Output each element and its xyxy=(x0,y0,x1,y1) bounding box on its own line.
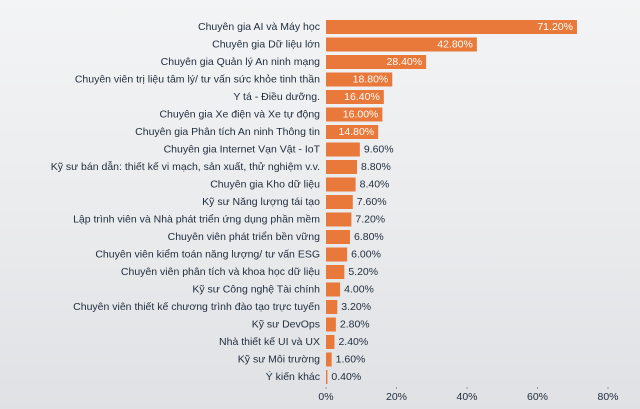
y-tick-label: Nhà thiết kế UI và UX xyxy=(219,336,320,348)
value-label: 3.20% xyxy=(341,301,371,313)
y-tick-label: Ý kiến khác xyxy=(266,370,320,383)
y-tick-label: Kỹ sư DevOps xyxy=(252,318,320,330)
bar xyxy=(326,247,348,262)
y-tick-label: Chuyên viên thiết kế chương trình đào tạ… xyxy=(73,301,320,313)
value-label: 2.80% xyxy=(340,318,370,330)
value-label: 2.40% xyxy=(338,336,368,348)
bar xyxy=(326,55,427,69)
x-tick-label: 20% xyxy=(386,391,407,403)
bar xyxy=(326,352,332,367)
y-tick-label: Chuyên viên kiểm toán năng lượng/ tư vấn… xyxy=(95,248,320,260)
x-tick-label: 60% xyxy=(527,391,548,403)
bar xyxy=(326,370,328,384)
value-label: 16.00% xyxy=(343,108,379,120)
bar xyxy=(326,212,352,227)
y-tick-label: Kỹ sư bán dẫn: thiết kế vi mạch, sản xuấ… xyxy=(51,160,320,173)
value-label: 71.20% xyxy=(537,21,573,33)
value-label: 4.00% xyxy=(344,283,374,295)
value-label: 0.40% xyxy=(331,371,361,383)
y-tick-label: Chuyên gia Dữ liệu lớn xyxy=(212,38,320,50)
y-tick-label: Chuyên gia AI và Máy học xyxy=(198,21,320,33)
y-tick-label: Chuyên gia Internet Vạn Vật - IoT xyxy=(164,143,321,155)
bar xyxy=(326,37,477,52)
bar xyxy=(326,160,358,174)
value-label: 42.80% xyxy=(437,38,473,50)
value-label: 8.80% xyxy=(361,161,391,173)
y-tick-label: Chuyên gia Xe điện và Xe tự động xyxy=(159,108,320,120)
value-label: 6.00% xyxy=(351,248,381,260)
bar xyxy=(326,282,341,297)
y-tick-label: Chuyên viên trị liệu tâm lý/ tư vấn sức … xyxy=(75,73,320,85)
value-label: 16.40% xyxy=(344,91,380,103)
bar xyxy=(326,265,345,279)
y-tick-label: Kỹ sư Năng lượng tái tạo xyxy=(202,196,320,208)
value-label: 14.80% xyxy=(339,126,375,138)
value-label: 1.60% xyxy=(336,353,366,365)
value-label: 5.20% xyxy=(348,266,378,278)
bar xyxy=(326,177,356,192)
bar xyxy=(326,107,383,122)
bar xyxy=(326,142,360,157)
value-label: 28.40% xyxy=(386,56,422,68)
bar xyxy=(326,20,577,34)
value-label: 8.40% xyxy=(360,178,390,190)
value-label: 6.80% xyxy=(354,231,384,243)
y-tick-label: Chuyên gia Phân tích An ninh Thông tin xyxy=(135,126,320,138)
y-tick-label: Chuyên viên phân tích và khoa học dữ liệ… xyxy=(121,266,320,278)
x-tick-label: 80% xyxy=(597,391,618,403)
bar xyxy=(326,195,353,209)
bar xyxy=(326,72,393,87)
x-tick-label: 40% xyxy=(456,391,477,403)
y-tick-label: Y tá - Điều dưỡng. xyxy=(233,91,320,103)
y-tick-label: Kỹ sư Công nghệ Tài chính xyxy=(192,283,320,295)
bar xyxy=(326,317,336,332)
value-label: 18.80% xyxy=(353,73,389,85)
x-tick-label: 0% xyxy=(318,391,333,403)
bar xyxy=(326,90,384,104)
bar xyxy=(326,230,350,244)
value-label: 7.20% xyxy=(355,213,385,225)
y-tick-label: Chuyên gia Kho dữ liệu xyxy=(210,178,320,190)
value-label: 9.60% xyxy=(364,143,394,155)
y-tick-label: Lập trình viên và Nhà phát triển ứng dụn… xyxy=(73,213,320,225)
value-label: 7.60% xyxy=(357,196,387,208)
y-tick-label: Chuyên viên phát triển bền vững xyxy=(168,231,321,243)
bar xyxy=(326,335,335,349)
y-tick-label: Kỹ sư Môi trường xyxy=(238,353,320,365)
y-tick-label: Chuyên gia Quản lý An ninh mạng xyxy=(161,56,321,68)
bar xyxy=(326,125,379,139)
bar xyxy=(326,300,338,314)
